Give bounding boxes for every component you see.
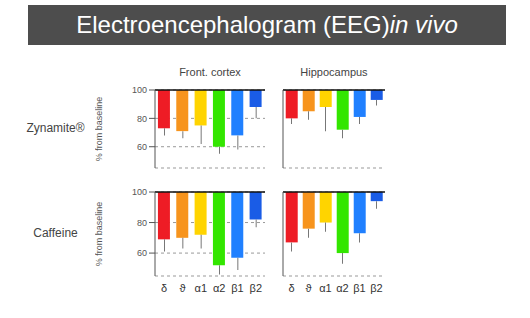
svg-text:α2: α2 bbox=[336, 282, 348, 294]
svg-text:80: 80 bbox=[137, 114, 147, 124]
svg-text:60: 60 bbox=[137, 248, 147, 258]
svg-text:δ: δ bbox=[161, 282, 167, 294]
svg-text:% from baseline: % from baseline bbox=[95, 202, 104, 267]
svg-text:100: 100 bbox=[132, 85, 147, 95]
svg-text:100: 100 bbox=[132, 187, 147, 197]
svg-text:β1: β1 bbox=[231, 282, 243, 294]
html-text:Caffeine: Caffeine bbox=[33, 226, 78, 240]
svg-text:δ: δ bbox=[288, 282, 294, 294]
html-text:Electroencephalogram (EEG) in: Electroencephalogram (EEG) in vivo bbox=[76, 11, 458, 38]
html-text:Hippocampus: Hippocampus bbox=[300, 66, 368, 78]
svg-text:ϑ: ϑ bbox=[305, 282, 311, 294]
svg-text:60: 60 bbox=[137, 142, 147, 152]
html-text:Front. cortex: Front. cortex bbox=[179, 66, 241, 78]
svg-text:α2: α2 bbox=[213, 282, 225, 294]
svg-text:ϑ: ϑ bbox=[179, 282, 185, 294]
html-text:Zynamite®: Zynamite® bbox=[26, 121, 85, 135]
svg-text:80: 80 bbox=[137, 218, 147, 228]
svg-text:β1: β1 bbox=[353, 282, 365, 294]
svg-text:% from baseline: % from baseline bbox=[95, 97, 104, 162]
svg-text:α1: α1 bbox=[319, 282, 331, 294]
svg-text:β2: β2 bbox=[370, 282, 382, 294]
svg-text:β2: β2 bbox=[250, 282, 262, 294]
svg-text:α1: α1 bbox=[195, 282, 207, 294]
